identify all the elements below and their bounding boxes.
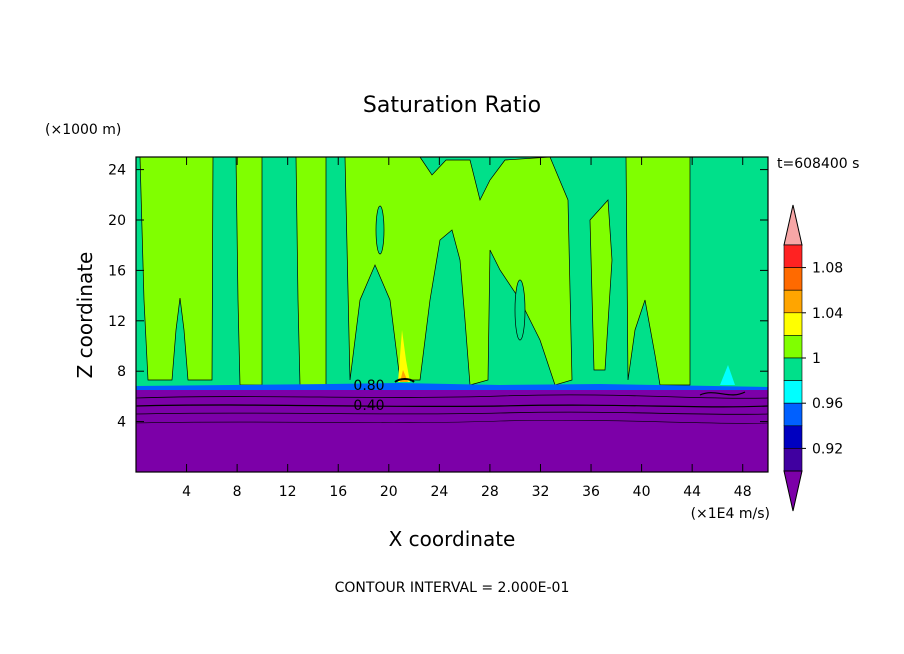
x-tick-label: 24 [430, 484, 448, 500]
y-tick-label: 16 [108, 263, 126, 279]
lower-region-purple [136, 390, 768, 472]
plume-yellow [398, 330, 410, 382]
contour-line [135, 394, 769, 399]
x-tick-label: 36 [582, 484, 600, 500]
x-units: (×1E4 m/s) [691, 506, 770, 522]
x-axis-label: X coordinate [389, 527, 516, 551]
contour-line [699, 391, 746, 396]
colorbar-top-arrow [783, 204, 803, 246]
colorbar-swatch [783, 312, 803, 336]
contour-line [135, 404, 769, 408]
boundary-layer [136, 383, 768, 392]
plot-frame [135, 156, 769, 473]
green-band [139, 156, 214, 381]
y-tick-label: 20 [108, 213, 126, 229]
colorbar-swatch [783, 448, 803, 472]
colorbar-swatch [783, 335, 803, 359]
plot-area: 0.80 0.40 [135, 156, 769, 473]
y-tick-label: 12 [108, 314, 126, 330]
contour-interval: CONTOUR INTERVAL = 2.000E-01 [335, 580, 570, 596]
plume-cyan [720, 365, 735, 385]
contour-line [135, 411, 769, 415]
x-tick-label: 20 [380, 484, 398, 500]
y-axis-ticks: 4 8 12 16 20 24 [108, 163, 768, 431]
colorbar-swatch [783, 289, 803, 314]
y-units: (×1000 m) [45, 122, 121, 138]
x-tick-label: 16 [329, 484, 347, 500]
x-tick-label: 44 [683, 484, 701, 500]
contour-line [394, 378, 415, 383]
contour-label: 0.40 [353, 398, 384, 414]
colorbar-swatch [783, 244, 803, 268]
x-tick-label: 8 [233, 484, 242, 500]
x-tick-label: 28 [481, 484, 499, 500]
y-tick-label: 24 [108, 163, 126, 179]
colorbar-swatch [783, 425, 803, 449]
green-band [295, 156, 327, 386]
teal-pocket [375, 205, 385, 255]
y-axis-label: Z coordinate [73, 252, 97, 379]
contour-labels: 0.80 0.40 [353, 378, 384, 414]
x-axis-ticks: 4 8 12 16 20 24 28 32 36 40 44 48 [182, 157, 752, 500]
colorbar: 1.08 1.04 1 0.96 0.92 [783, 204, 843, 512]
green-band [344, 156, 573, 386]
green-band [589, 199, 613, 371]
x-tick-label: 40 [633, 484, 651, 500]
colorbar-label: 1.04 [812, 306, 843, 322]
colorbar-label: 0.96 [812, 396, 843, 412]
teal-pocket [514, 279, 526, 341]
x-tick-label: 12 [279, 484, 297, 500]
colorbar-swatch [783, 357, 803, 381]
colorbar-label: 1 [812, 351, 821, 367]
y-tick-label: 4 [117, 415, 126, 431]
y-tick-label: 8 [117, 364, 126, 380]
colorbar-swatch [783, 380, 803, 404]
colorbar-label: 0.92 [812, 441, 843, 457]
green-bands [139, 156, 691, 386]
chart-title: Saturation Ratio [363, 93, 541, 118]
colorbar-bottom-arrow [783, 470, 803, 512]
x-tick-label: 48 [734, 484, 752, 500]
contour-line [135, 419, 769, 424]
x-tick-label: 32 [532, 484, 550, 500]
time-label: t=608400 s [777, 156, 859, 172]
colorbar-label: 1.08 [812, 261, 843, 277]
colorbar-swatch [783, 402, 803, 427]
green-band [235, 156, 263, 386]
contour-label: 0.80 [353, 378, 384, 394]
x-tick-label: 4 [182, 484, 191, 500]
green-band [625, 156, 691, 386]
colorbar-swatch [783, 267, 803, 291]
